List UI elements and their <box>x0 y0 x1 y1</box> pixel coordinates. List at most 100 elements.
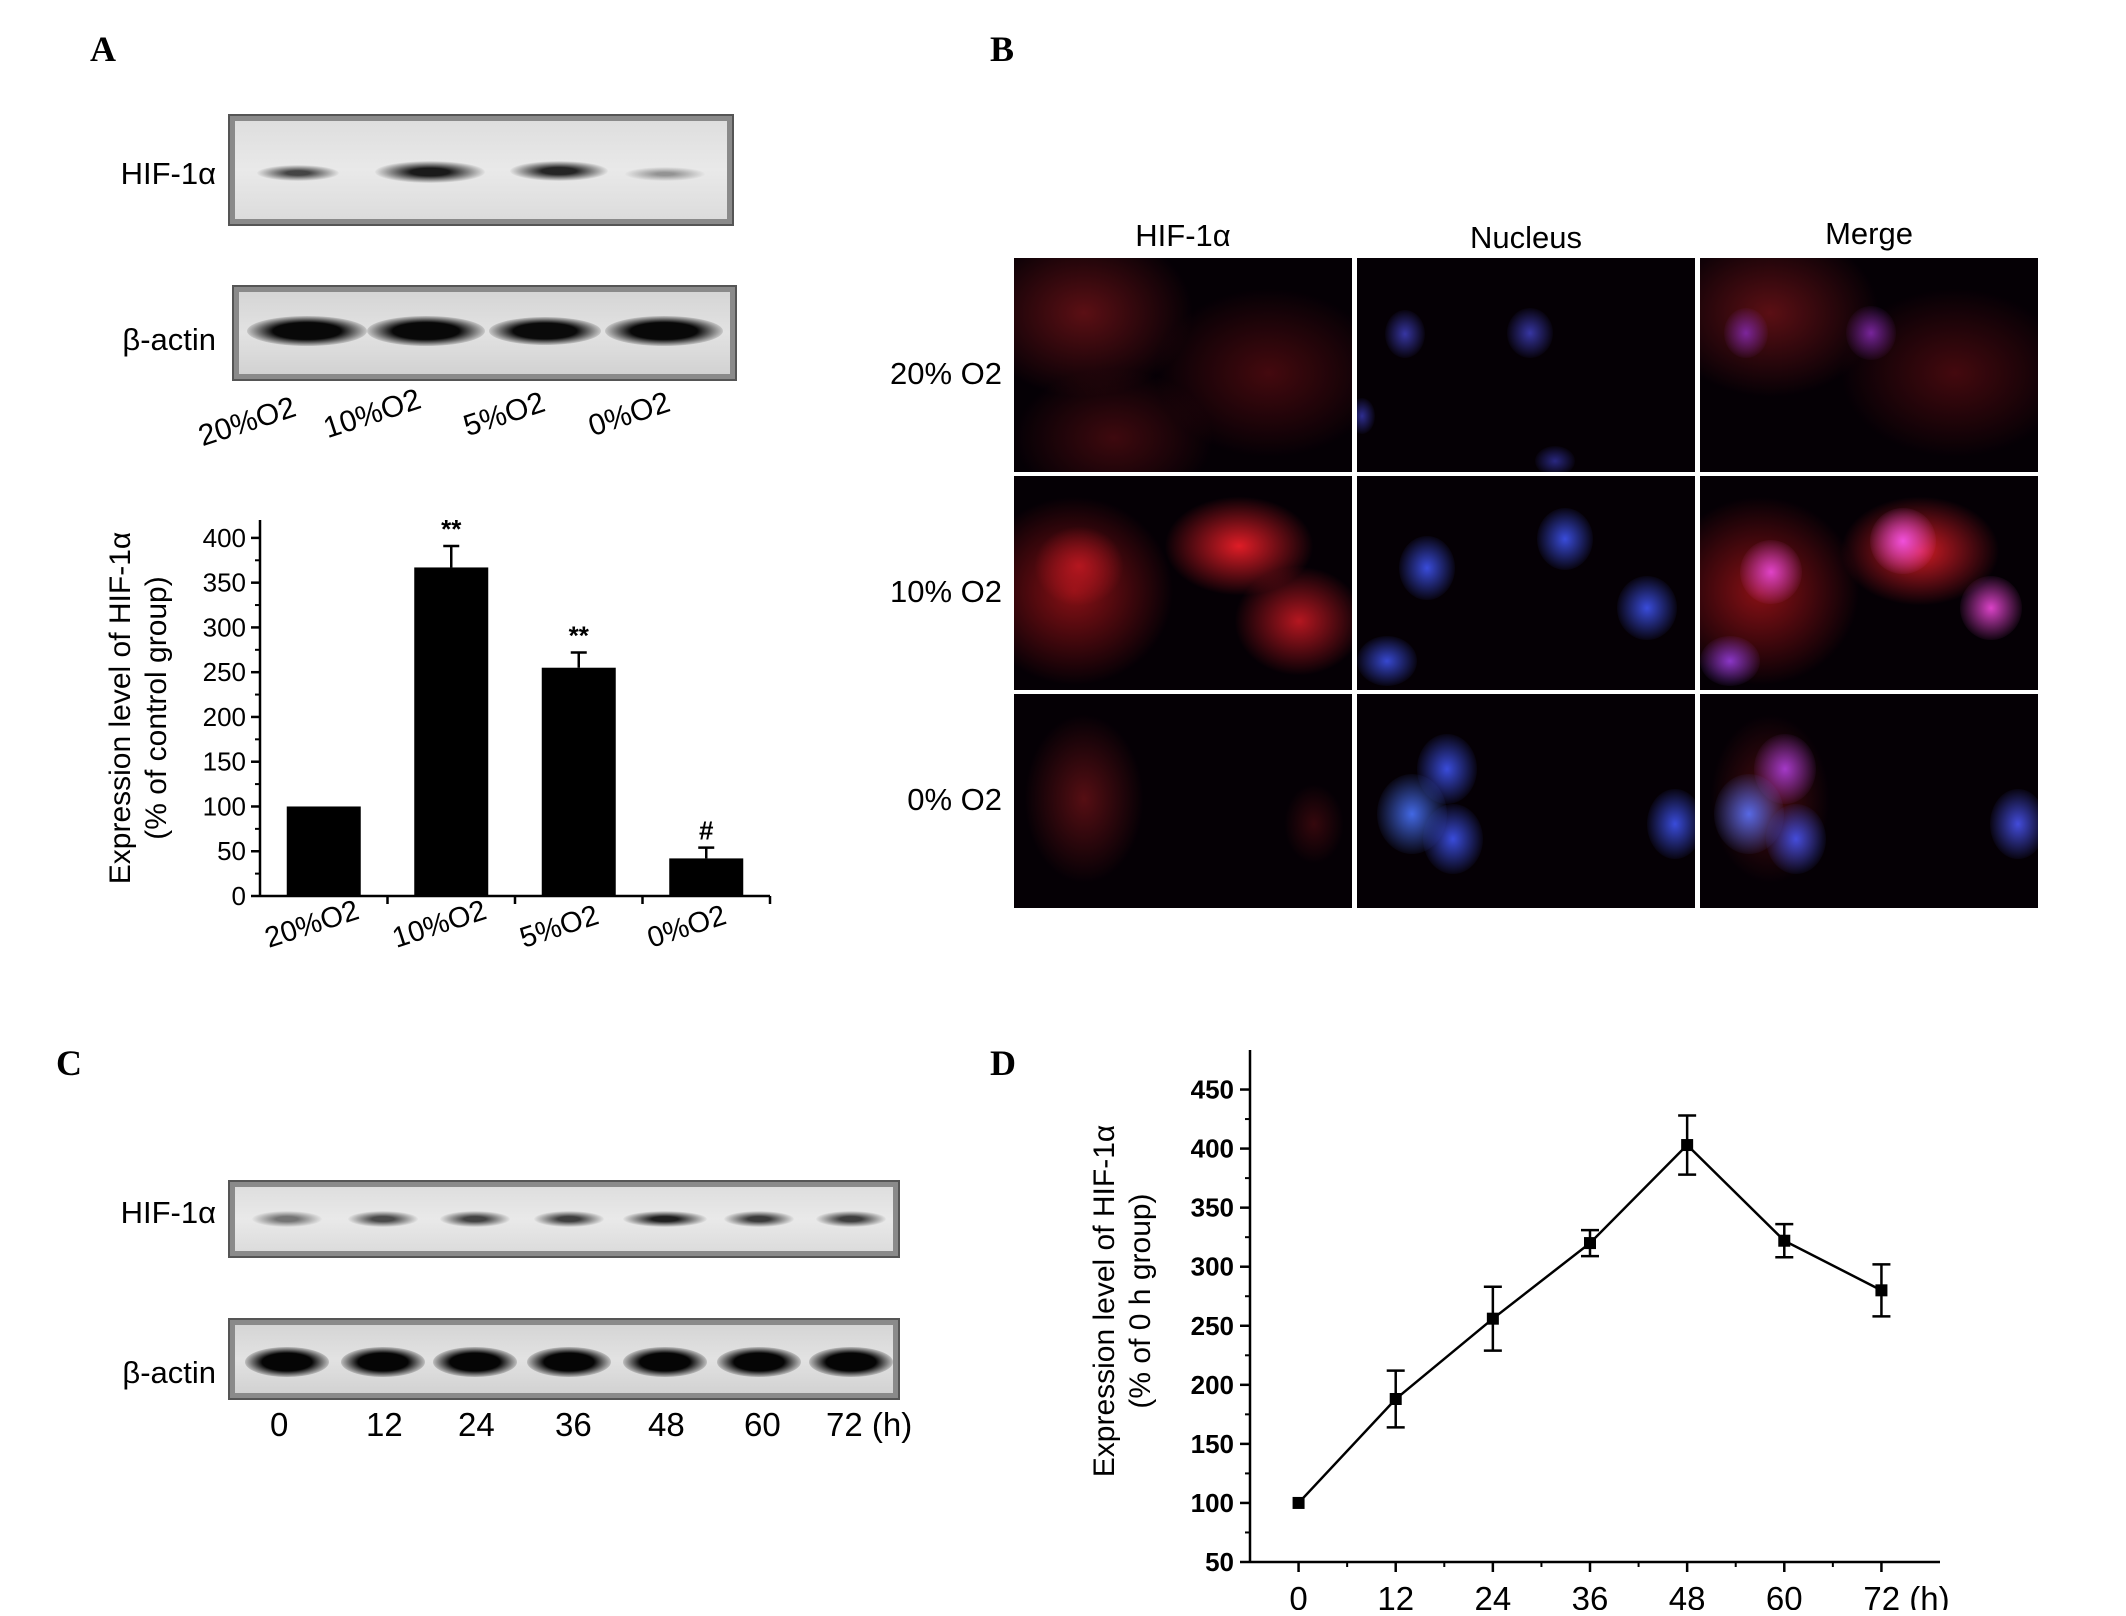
x-tick-label-d: 60 <box>1766 1580 1803 1610</box>
data-point-d <box>1389 1392 1402 1405</box>
y-tick-label-a: 50 <box>217 836 246 866</box>
data-point-d <box>1584 1237 1596 1250</box>
data-point-d <box>1292 1496 1305 1509</box>
micrograph-20-merge <box>1700 258 2038 472</box>
panel-letter-a: A <box>90 29 116 69</box>
micro-row-label: 20% O2 <box>889 356 1002 391</box>
y-tick-label-d: 250 <box>1191 1311 1234 1341</box>
y-tick-label-a: 150 <box>203 747 246 777</box>
panel-letter-c: C <box>56 1043 82 1083</box>
micrograph-10-hif <box>1014 476 1352 690</box>
data-point-d <box>1681 1139 1694 1152</box>
band-c-hif <box>623 1211 707 1227</box>
band-a-actin-1 <box>247 316 367 346</box>
x-tick-label-a: 20%O2 <box>261 894 363 954</box>
band-a-actin-3 <box>489 317 601 345</box>
band-c-hif <box>816 1211 886 1227</box>
bar-a <box>414 567 489 896</box>
blot-a-lane-label: 5%O2 <box>459 385 550 444</box>
significance-marker-a: # <box>699 816 714 846</box>
y-tick-label-d: 400 <box>1191 1134 1234 1164</box>
band-a-hif-2 <box>375 161 485 183</box>
y-tick-label-a: 0 <box>232 881 246 911</box>
micro-row-label: 0% O2 <box>907 782 1002 817</box>
blot-a-actin-label: β-actin <box>122 322 216 357</box>
band-c-actin <box>433 1347 517 1377</box>
band-c-actin <box>717 1347 801 1377</box>
micro-col-label: HIF-1α <box>1135 218 1231 253</box>
x-tick-label-d: 12 <box>1377 1580 1414 1610</box>
band-c-hif <box>440 1211 510 1227</box>
micrograph-0-merge <box>1700 694 2038 908</box>
blot-c-lane-label: 12 <box>366 1406 403 1443</box>
micrograph-0-hif <box>1014 694 1352 908</box>
blot-c-actin-strip <box>228 1318 900 1400</box>
y-tick-label-a: 250 <box>203 657 246 687</box>
band-a-hif-1 <box>257 165 339 181</box>
micro-row-label: 10% O2 <box>889 574 1002 609</box>
panel-letter-b: B <box>990 29 1015 69</box>
y-tick-label-d: 50 <box>1205 1547 1234 1577</box>
x-tick-label-d: 72 (h) <box>1863 1580 1949 1610</box>
y-tick-label-a: 400 <box>203 523 246 553</box>
y-axis-label-a-line2: (% of control group) <box>140 576 173 839</box>
band-a-hif-3 <box>510 161 608 181</box>
y-tick-label-d: 100 <box>1191 1488 1234 1518</box>
band-c-hif <box>724 1211 794 1227</box>
data-point-d <box>1486 1312 1499 1325</box>
y-tick-label-d: 150 <box>1191 1429 1234 1459</box>
y-tick-label-a: 350 <box>203 568 246 598</box>
blot-c-lane-label: 72 (h) <box>826 1406 913 1443</box>
band-c-hif <box>534 1211 604 1227</box>
y-tick-label-a: 300 <box>203 612 246 642</box>
blot-c-lane-label: 24 <box>458 1406 495 1443</box>
x-tick-label-d: 24 <box>1474 1580 1511 1610</box>
micro-col-label: Nucleus <box>1470 220 1582 255</box>
blot-a-lane-label: 10%O2 <box>319 382 425 446</box>
band-a-actin-4 <box>605 316 723 346</box>
x-tick-label-d: 48 <box>1669 1580 1706 1610</box>
micrograph-10-merge <box>1700 476 2038 690</box>
band-c-hif <box>252 1211 322 1227</box>
y-tick-label-d: 450 <box>1191 1075 1234 1105</box>
data-point-d <box>1875 1284 1888 1297</box>
bar-a <box>669 858 744 896</box>
x-tick-label-d: 0 <box>1289 1580 1307 1610</box>
y-axis-label-a: Expression level of HIF-1α <box>104 532 137 884</box>
x-tick-label-a: 10%O2 <box>389 894 491 954</box>
band-c-actin <box>527 1347 611 1377</box>
series-line-d <box>1297 1143 1882 1504</box>
data-point-d <box>1778 1234 1791 1247</box>
y-axis-label-d: Expression level of HIF-1α <box>1088 1125 1121 1477</box>
panel-letter-d: D <box>990 1043 1016 1083</box>
micrograph-10-nucleus <box>1357 476 1695 690</box>
bar-a <box>541 667 616 896</box>
micro-col-label: Merge <box>1825 216 1913 251</box>
blot-c-actin-label: β-actin <box>122 1355 216 1390</box>
micrograph-0-nucleus <box>1357 694 1695 908</box>
y-tick-label-d: 300 <box>1191 1252 1234 1282</box>
x-tick-label-a: 0%O2 <box>644 899 731 954</box>
band-c-actin <box>245 1347 329 1377</box>
y-tick-label-a: 200 <box>203 702 246 732</box>
blot-a-lane-label: 20%O2 <box>194 390 300 454</box>
band-c-actin <box>623 1347 707 1377</box>
y-axis-label-d-line2: (% of 0 h group) <box>1124 1193 1157 1408</box>
blot-c-hif-strip <box>228 1180 900 1258</box>
y-tick-label-a: 100 <box>203 791 246 821</box>
x-tick-label-a: 5%O2 <box>516 899 603 954</box>
bar-chart-a: 0 50 100 150 200 250 300 350 400 20%O2 ** 10%O2 ** 5%… <box>104 514 772 955</box>
micrograph-20-hif <box>1014 258 1352 472</box>
micrograph-20-nucleus <box>1357 258 1695 472</box>
significance-marker-a: ** <box>441 514 462 544</box>
significance-marker-a: ** <box>569 620 590 650</box>
blot-c-lane-label: 0 <box>270 1406 289 1443</box>
y-tick-label-d: 200 <box>1191 1370 1234 1400</box>
bar-a <box>286 806 361 896</box>
y-tick-label-d: 350 <box>1191 1193 1234 1223</box>
blot-c-lane-label: 36 <box>555 1406 592 1443</box>
band-a-hif-4 <box>625 167 705 181</box>
band-c-actin <box>809 1347 893 1377</box>
blot-a-lane-label: 0%O2 <box>584 385 675 444</box>
blot-c-lane-label: 60 <box>744 1406 781 1443</box>
